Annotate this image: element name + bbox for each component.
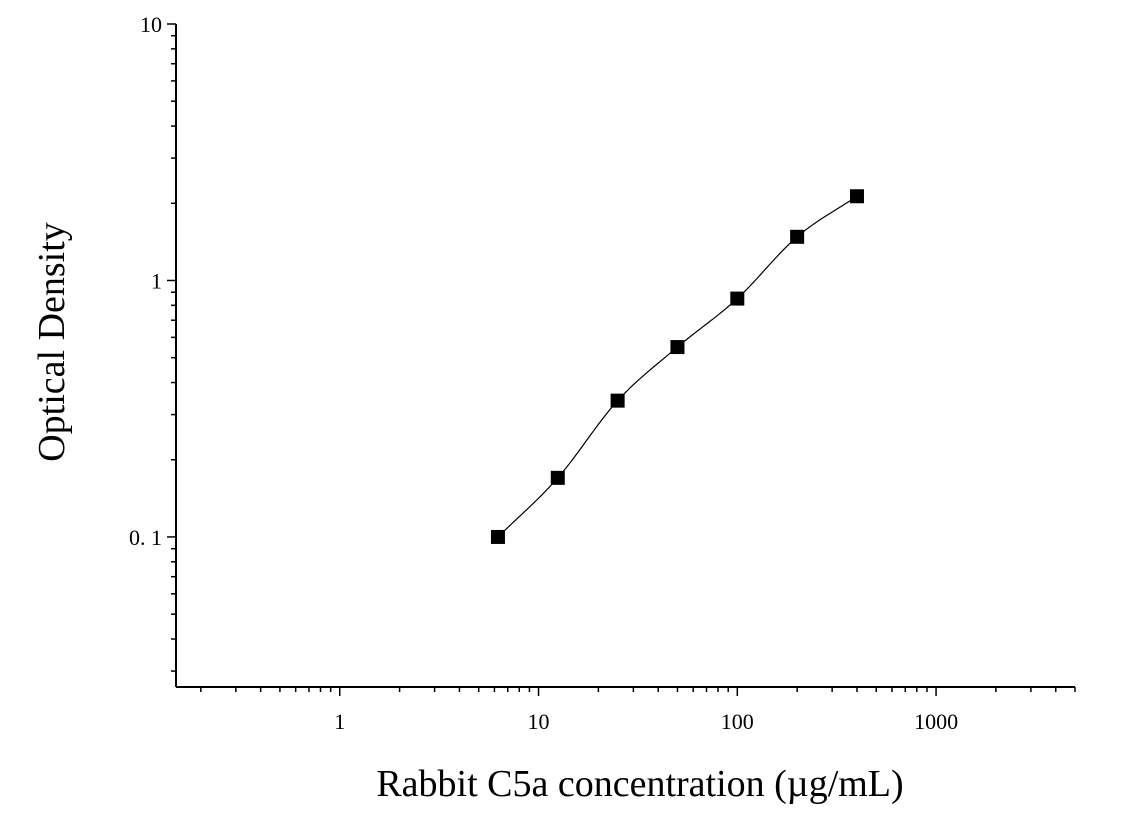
y-axis-title: Optical Density [31,222,73,462]
y-tick-label: 1 [151,268,162,293]
x-tick-label: 1000 [914,709,958,734]
data-point [670,340,685,355]
y-tick-label: 0. 1 [129,525,162,550]
data-point [849,189,864,204]
x-axis-title: Rabbit C5a concentration (µg/mL) [376,763,903,805]
data-point [490,529,505,544]
data-point [610,393,625,408]
x-tick-label: 10 [528,709,550,734]
tick-labels: 1 10 100 1000 0. 1 1 10 [129,12,958,734]
fit-curve-layer [497,195,858,538]
data-point [790,229,805,244]
fit-curve [497,195,858,538]
data-points [490,189,864,544]
axes [167,23,1076,696]
x-tick-label: 100 [721,709,754,734]
y-tick-label: 10 [140,12,162,37]
data-point [550,470,565,485]
x-tick-label: 1 [334,709,345,734]
data-point [730,291,745,306]
